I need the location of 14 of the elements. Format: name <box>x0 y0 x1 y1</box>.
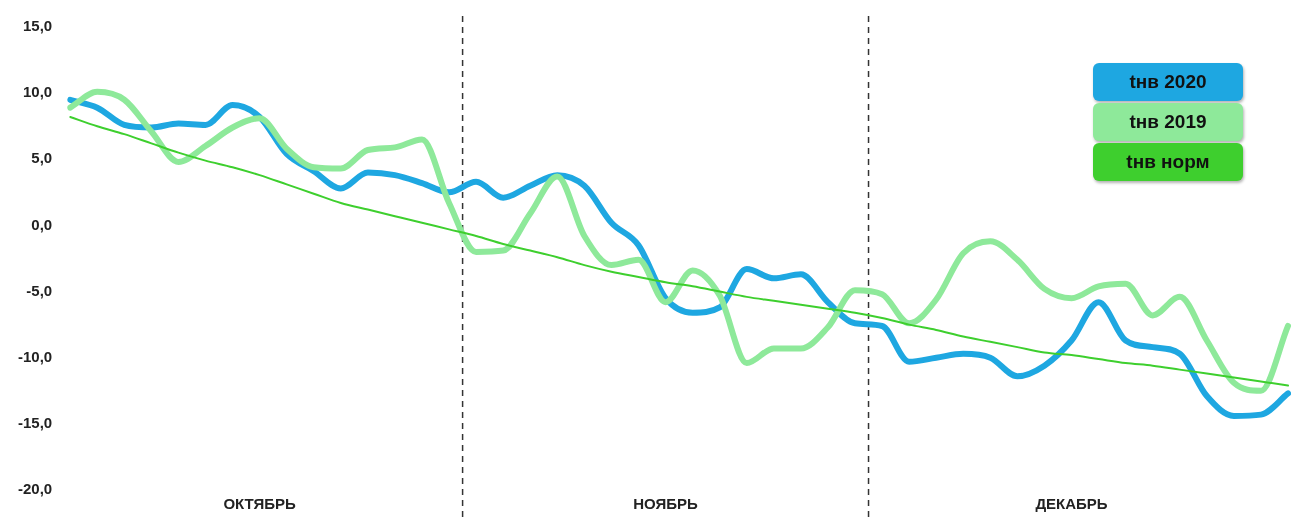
text: tнв 2020 <box>1093 63 1243 101</box>
y-tick-label: -20,0 <box>17 480 53 498</box>
y-tick-label: -15,0 <box>17 414 53 431</box>
x-tick-label: ДЕКАБРЬ <box>1035 495 1108 513</box>
text: tнв норм <box>1093 143 1243 181</box>
y-tick-label: 15,0 <box>22 17 53 35</box>
x-tick-label: НОЯБРЬ <box>633 495 699 513</box>
y-tick-label: -10,0 <box>17 347 53 365</box>
y-tick-label: 0,0 <box>31 215 53 233</box>
y-tick-label: -5,0 <box>26 281 53 299</box>
y-tick-label: 5,0 <box>31 149 53 167</box>
x-tick-label: ОКТЯБРЬ <box>223 495 297 513</box>
y-tick-label: 10,0 <box>22 83 53 101</box>
text: tнв 2019 <box>1093 103 1243 141</box>
